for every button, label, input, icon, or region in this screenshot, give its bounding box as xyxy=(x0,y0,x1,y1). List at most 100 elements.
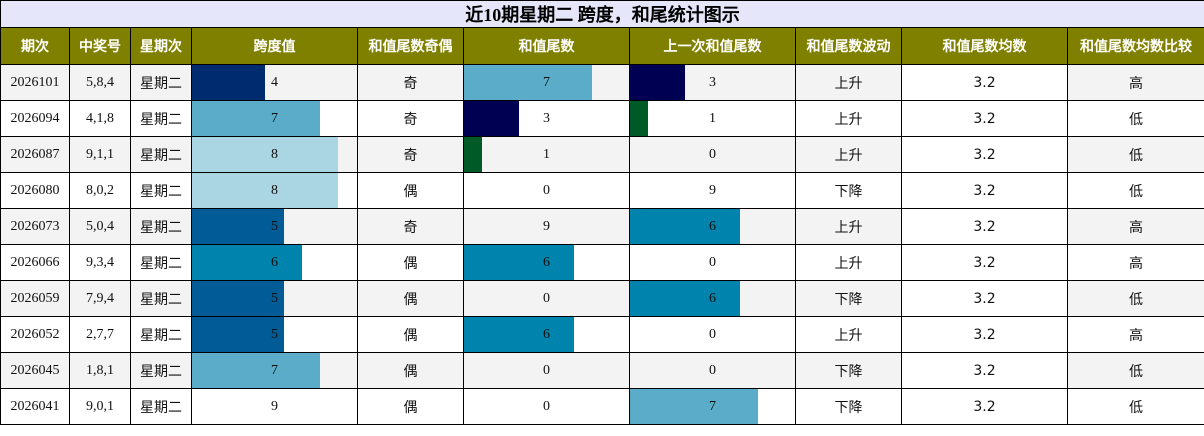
prev-tail-value: 0 xyxy=(709,255,716,270)
numbers-cell: 2,7,7 xyxy=(69,316,131,353)
col-header-trend: 和值尾数波动 xyxy=(795,27,902,65)
span-cell: 4 xyxy=(191,64,358,101)
col-header-tail: 和值尾数 xyxy=(463,27,630,65)
col-header-span: 跨度值 xyxy=(191,27,358,65)
span-cell: 8 xyxy=(191,172,358,209)
prev-tail-cell: 0 xyxy=(629,136,796,173)
avg-cell: 3.2 xyxy=(901,208,1068,245)
issue-cell: 2026045 xyxy=(0,352,70,389)
span-cell: 5 xyxy=(191,280,358,317)
tail-bar xyxy=(464,101,519,136)
tail-value: 7 xyxy=(543,75,550,90)
avg-cell: 3.2 xyxy=(901,388,1068,425)
trend-cell: 上升 xyxy=(795,316,902,353)
weekday-cell: 星期二 xyxy=(130,208,192,245)
avg-cell: 3.2 xyxy=(901,172,1068,209)
prev-tail-value: 3 xyxy=(709,75,716,90)
tail-cell: 0 xyxy=(463,280,630,317)
tail-bar xyxy=(464,245,574,280)
issue-cell: 2026080 xyxy=(0,172,70,209)
issue-cell: 2026101 xyxy=(0,64,70,101)
span-bar xyxy=(192,209,284,244)
compare-cell: 高 xyxy=(1066,208,1204,245)
numbers-cell: 9,0,1 xyxy=(69,388,131,425)
tail-cell: 0 xyxy=(463,172,630,209)
span-value: 5 xyxy=(271,291,278,306)
numbers-cell: 5,8,4 xyxy=(69,64,131,101)
trend-cell: 上升 xyxy=(795,64,902,101)
tail-value: 0 xyxy=(543,399,550,414)
span-bar xyxy=(192,101,320,136)
issue-cell: 2026041 xyxy=(0,388,70,425)
prev-tail-cell: 0 xyxy=(629,316,796,353)
tail-bar xyxy=(464,65,592,100)
col-header-avg: 和值尾数均数 xyxy=(901,27,1068,65)
tail-cell: 0 xyxy=(463,388,630,425)
compare-cell: 低 xyxy=(1066,352,1204,389)
table-row: 2026059 7,9,4 星期二 5 偶 0 6 下降 3.2 低 xyxy=(0,280,1204,317)
col-header-parity: 和值尾数奇偶 xyxy=(357,27,464,65)
span-value: 8 xyxy=(271,183,278,198)
tail-cell: 6 xyxy=(463,316,630,353)
span-bar xyxy=(192,353,320,388)
avg-cell: 3.2 xyxy=(901,352,1068,389)
prev-tail-bar xyxy=(630,101,648,136)
span-value: 4 xyxy=(271,75,278,90)
span-cell: 9 xyxy=(191,388,358,425)
prev-tail-bar xyxy=(630,281,740,316)
tail-value: 3 xyxy=(543,111,550,126)
page-title: 近10期星期二 跨度，和尾统计图示 xyxy=(0,0,1204,28)
tail-value: 9 xyxy=(543,219,550,234)
table-row: 2026101 5,8,4 星期二 4 奇 7 3 上升 3.2 高 xyxy=(0,64,1204,101)
issue-cell: 2026087 xyxy=(0,136,70,173)
weekday-cell: 星期二 xyxy=(130,244,192,281)
compare-cell: 低 xyxy=(1066,172,1204,209)
prev-tail-bar xyxy=(630,65,685,100)
compare-cell: 低 xyxy=(1066,388,1204,425)
tail-value: 0 xyxy=(543,291,550,306)
parity-cell: 偶 xyxy=(357,316,464,353)
stats-table: 近10期星期二 跨度，和尾统计图示 期次 中奖号 星期次 跨度值 和值尾数奇偶 … xyxy=(0,0,1204,425)
tail-cell: 3 xyxy=(463,100,630,137)
numbers-cell: 7,9,4 xyxy=(69,280,131,317)
prev-tail-cell: 3 xyxy=(629,64,796,101)
table-row: 2026094 4,1,8 星期二 7 奇 3 1 上升 3.2 低 xyxy=(0,100,1204,137)
tail-cell: 6 xyxy=(463,244,630,281)
prev-tail-cell: 0 xyxy=(629,352,796,389)
parity-cell: 偶 xyxy=(357,244,464,281)
parity-cell: 偶 xyxy=(357,172,464,209)
tail-value: 1 xyxy=(543,147,550,162)
span-cell: 6 xyxy=(191,244,358,281)
numbers-cell: 5,0,4 xyxy=(69,208,131,245)
tail-bar xyxy=(464,317,574,352)
span-cell: 7 xyxy=(191,352,358,389)
trend-cell: 上升 xyxy=(795,136,902,173)
table-row: 2026080 8,0,2 星期二 8 偶 0 9 下降 3.2 低 xyxy=(0,172,1204,209)
avg-cell: 3.2 xyxy=(901,316,1068,353)
avg-cell: 3.2 xyxy=(901,64,1068,101)
trend-cell: 下降 xyxy=(795,352,902,389)
span-value: 7 xyxy=(271,363,278,378)
avg-cell: 3.2 xyxy=(901,100,1068,137)
issue-cell: 2026073 xyxy=(0,208,70,245)
trend-cell: 上升 xyxy=(795,100,902,137)
weekday-cell: 星期二 xyxy=(130,100,192,137)
compare-cell: 低 xyxy=(1066,100,1204,137)
table-row: 2026073 5,0,4 星期二 5 奇 9 6 上升 3.2 高 xyxy=(0,208,1204,245)
span-bar xyxy=(192,137,338,172)
prev-tail-cell: 6 xyxy=(629,208,796,245)
span-cell: 5 xyxy=(191,316,358,353)
compare-cell: 高 xyxy=(1066,244,1204,281)
issue-cell: 2026066 xyxy=(0,244,70,281)
weekday-cell: 星期二 xyxy=(130,64,192,101)
parity-cell: 偶 xyxy=(357,280,464,317)
tail-value: 0 xyxy=(543,363,550,378)
prev-tail-value: 0 xyxy=(709,147,716,162)
span-value: 5 xyxy=(271,219,278,234)
tail-cell: 9 xyxy=(463,208,630,245)
tail-cell: 0 xyxy=(463,352,630,389)
numbers-cell: 8,0,2 xyxy=(69,172,131,209)
weekday-cell: 星期二 xyxy=(130,388,192,425)
span-bar xyxy=(192,65,265,100)
span-bar xyxy=(192,281,284,316)
